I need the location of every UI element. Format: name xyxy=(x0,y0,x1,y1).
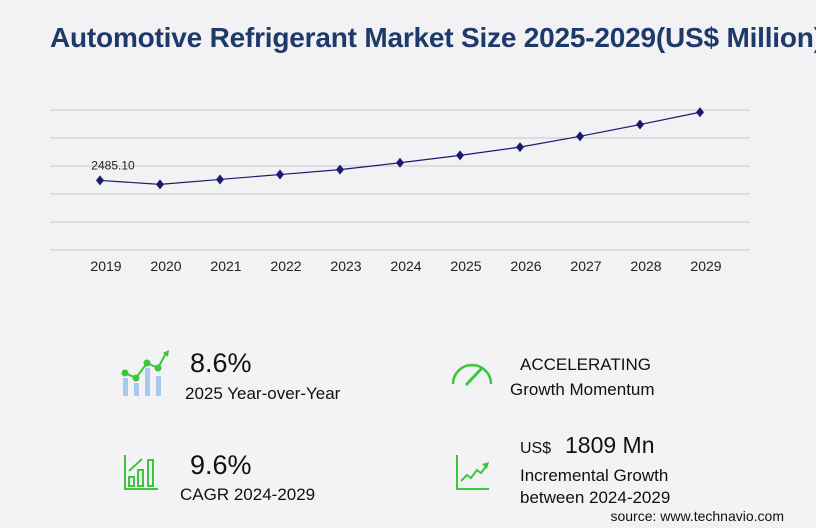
x-tick-label: 2028 xyxy=(630,258,661,274)
x-tick-label: 2023 xyxy=(330,258,361,274)
yoy-value: 8.6% xyxy=(190,348,252,378)
chart-title: Automotive Refrigerant Market Size 2025-… xyxy=(50,22,816,53)
incr-label-2: between 2024-2029 xyxy=(520,488,671,507)
line-chart: 2019 2485.10 2020 2021 2022 2023 2024 2025 2026 2… xyxy=(50,107,750,274)
x-tick-label: 2021 xyxy=(210,258,241,274)
data-point xyxy=(456,150,464,161)
x-tick-label: 2022 xyxy=(270,258,301,274)
momentum-label: Growth Momentum xyxy=(510,380,655,399)
cagr-label: CAGR 2024-2029 xyxy=(180,485,316,504)
data-point xyxy=(336,164,344,175)
bar-chart-growth-icon xyxy=(124,455,158,490)
speedometer-icon xyxy=(451,363,493,387)
x-tick-label: 2026 xyxy=(510,258,541,274)
data-point xyxy=(636,119,644,130)
incr-value: 1809 Mn xyxy=(565,432,655,458)
data-point xyxy=(156,179,164,190)
data-point xyxy=(396,157,404,168)
cagr-value: 9.6% xyxy=(190,450,252,480)
data-point xyxy=(516,142,524,153)
incr-currency: US$ xyxy=(520,440,552,457)
stats-panel xyxy=(35,325,795,515)
x-tick-label: 2019 xyxy=(90,258,121,274)
x-tick-label: 2029 xyxy=(690,258,721,274)
momentum-value: ACCELERATING xyxy=(520,355,651,374)
line-growth-icon xyxy=(456,455,489,490)
x-tick-label: 2020 xyxy=(150,258,181,274)
bar-trend-icon xyxy=(121,350,169,396)
data-label: 2485.10 xyxy=(91,158,135,172)
source-text: source: www.technavio.com xyxy=(610,508,784,524)
data-point xyxy=(276,169,284,180)
data-point xyxy=(576,131,584,142)
data-point xyxy=(216,174,224,185)
x-tick-label: 2025 xyxy=(450,258,481,274)
yoy-label: 2025 Year-over-Year xyxy=(185,384,341,403)
x-tick-label: 2027 xyxy=(570,258,601,274)
data-point xyxy=(96,175,104,186)
data-point xyxy=(696,107,704,118)
x-tick-label: 2024 xyxy=(390,258,421,274)
incr-label-1: Incremental Growth xyxy=(520,466,669,485)
series-line xyxy=(99,111,701,185)
